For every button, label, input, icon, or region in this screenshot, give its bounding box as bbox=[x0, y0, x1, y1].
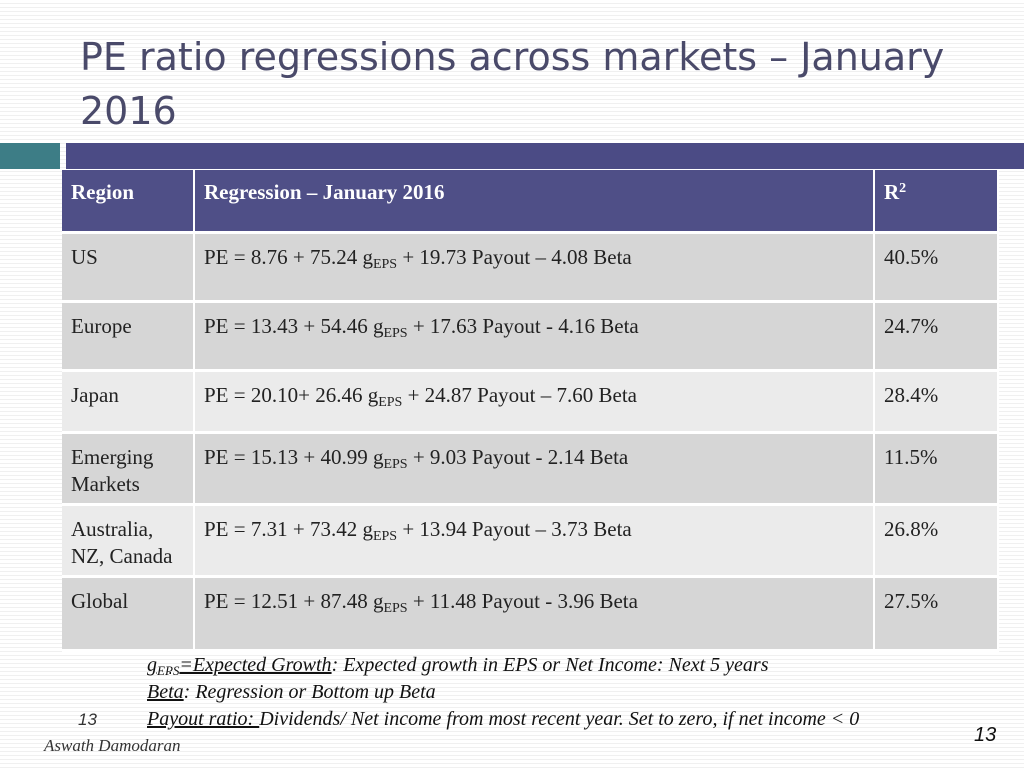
regression-table: Region Regression – January 2016 R2 US P… bbox=[62, 170, 999, 652]
header-region: Region bbox=[62, 170, 195, 234]
region-cell: Australia, NZ, Canada bbox=[62, 506, 195, 578]
eq-main: PE = 12.51 + 87.48 g bbox=[204, 589, 384, 613]
eq-rest: + 9.03 Payout - 2.14 Beta bbox=[407, 445, 629, 469]
payout-term: Payout ratio: bbox=[147, 708, 260, 730]
g-term: =Expected Growth bbox=[179, 654, 332, 676]
note-growth: gEPS=Expected Growth: Expected growth in… bbox=[147, 652, 967, 679]
eq-rest: + 17.63 Payout - 4.16 Beta bbox=[407, 314, 639, 338]
author: Aswath Damodaran bbox=[44, 736, 181, 755]
table-header-row: Region Regression – January 2016 R2 bbox=[62, 170, 999, 234]
payout-desc: Dividends/ Net income from most recent y… bbox=[259, 708, 860, 730]
eq-sub: EPS bbox=[372, 529, 398, 544]
region-cell: US bbox=[62, 234, 195, 303]
region-cell: Europe bbox=[62, 303, 195, 372]
eq-main: PE = 20.10+ 26.46 g bbox=[204, 383, 379, 407]
eq-sub: EPS bbox=[372, 257, 398, 272]
eq-main: PE = 8.76 + 75.24 g bbox=[204, 245, 373, 269]
eq-rest: + 24.87 Payout – 7.60 Beta bbox=[402, 383, 637, 407]
region-cell: Japan bbox=[62, 372, 195, 434]
eq-main: PE = 15.13 + 40.99 g bbox=[204, 445, 384, 469]
accent-bar-navy bbox=[66, 143, 1024, 169]
g-desc: : Expected growth in EPS or Net Income: … bbox=[331, 654, 769, 676]
r2-cell: 26.8% bbox=[875, 506, 999, 578]
eq-rest: + 13.94 Payout – 3.73 Beta bbox=[397, 517, 632, 541]
r2-cell: 11.5% bbox=[875, 434, 999, 506]
r2-cell: 24.7% bbox=[875, 303, 999, 372]
note-growth-term: gEPS=Expected Growth bbox=[147, 654, 332, 678]
r2-cell: 40.5% bbox=[875, 234, 999, 303]
table-row: US PE = 8.76 + 75.24 gEPS + 19.73 Payout… bbox=[62, 234, 999, 303]
g-sub: EPS bbox=[157, 663, 180, 678]
regression-cell: PE = 15.13 + 40.99 gEPS + 9.03 Payout - … bbox=[195, 434, 875, 506]
r2-sup: 2 bbox=[899, 181, 907, 196]
eq-rest: + 11.48 Payout - 3.96 Beta bbox=[407, 589, 638, 613]
table-row: Global PE = 12.51 + 87.48 gEPS + 11.48 P… bbox=[62, 578, 999, 652]
table-row: Australia, NZ, Canada PE = 7.31 + 73.42 … bbox=[62, 506, 999, 578]
beta-desc: : Regression or Bottom up Beta bbox=[183, 681, 436, 703]
regression-cell: PE = 7.31 + 73.42 gEPS + 13.94 Payout – … bbox=[195, 506, 875, 578]
eq-sub: EPS bbox=[383, 457, 408, 472]
header-r-squared: R2 bbox=[875, 170, 999, 234]
region-cell: Global bbox=[62, 578, 195, 652]
accent-bar-teal bbox=[0, 143, 60, 169]
r2-cell: 27.5% bbox=[875, 578, 999, 652]
eq-rest: + 19.73 Payout – 4.08 Beta bbox=[397, 245, 632, 269]
note-beta: Beta: Regression or Bottom up Beta bbox=[147, 679, 967, 706]
beta-term: Beta bbox=[147, 681, 184, 703]
eq-sub: EPS bbox=[383, 326, 408, 341]
page-number: 13 bbox=[974, 724, 997, 746]
footnotes: gEPS=Expected Growth: Expected growth in… bbox=[147, 652, 967, 733]
slide-title: PE ratio regressions across markets – Ja… bbox=[80, 35, 945, 133]
note-payout: Payout ratio: Dividends/ Net income from… bbox=[147, 706, 967, 733]
r2-cell: 28.4% bbox=[875, 372, 999, 434]
regression-cell: PE = 13.43 + 54.46 gEPS + 17.63 Payout -… bbox=[195, 303, 875, 372]
eq-sub: EPS bbox=[378, 395, 403, 410]
table-row: Europe PE = 13.43 + 54.46 gEPS + 17.63 P… bbox=[62, 303, 999, 372]
r2-base: R bbox=[884, 180, 900, 204]
table-row: Japan PE = 20.10+ 26.46 gEPS + 24.87 Pay… bbox=[62, 372, 999, 434]
header-regression: Regression – January 2016 bbox=[195, 170, 875, 234]
table-row: Emerging Markets PE = 15.13 + 40.99 gEPS… bbox=[62, 434, 999, 506]
regression-cell: PE = 20.10+ 26.46 gEPS + 24.87 Payout – … bbox=[195, 372, 875, 434]
eq-sub: EPS bbox=[383, 601, 408, 616]
regression-cell: PE = 8.76 + 75.24 gEPS + 19.73 Payout – … bbox=[195, 234, 875, 303]
eq-main: PE = 13.43 + 54.46 g bbox=[204, 314, 384, 338]
eq-main: PE = 7.31 + 73.42 g bbox=[204, 517, 373, 541]
slide-number: 13 bbox=[78, 710, 97, 729]
regression-cell: PE = 12.51 + 87.48 gEPS + 11.48 Payout -… bbox=[195, 578, 875, 652]
region-cell: Emerging Markets bbox=[62, 434, 195, 506]
g-base: g bbox=[147, 654, 157, 676]
